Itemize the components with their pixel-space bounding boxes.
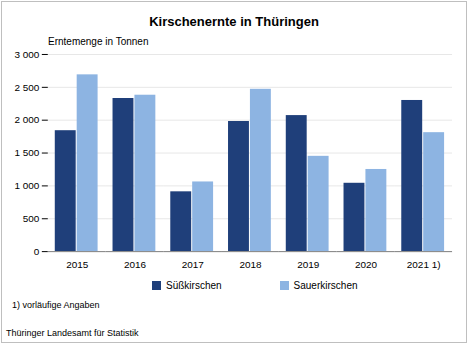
html-text:1) vorläufige Angaben: 1) vorläufige Angaben [12,300,100,310]
html-text:Kirschenernte in Thüringen: Kirschenernte in Thüringen [149,14,319,29]
svg-text:1 000: 1 000 [14,180,39,191]
svg-text:2020: 2020 [355,259,378,270]
svg-text:2021 1): 2021 1) [407,259,441,270]
svg-text:2018: 2018 [239,259,262,270]
svg-text:3 000: 3 000 [14,49,39,60]
svg-text:2 500: 2 500 [14,82,39,93]
svg-text:0: 0 [34,246,40,257]
svg-text:2017: 2017 [182,259,205,270]
svg-text:2015: 2015 [66,259,89,270]
html-text:Erntemenge in Tonnen: Erntemenge in Tonnen [48,36,149,47]
html-text:Sauerkirschen: Sauerkirschen [293,279,358,291]
svg-text:2019: 2019 [297,259,320,270]
svg-text:2 000: 2 000 [14,114,39,125]
svg-text:500: 500 [23,213,40,224]
html-text:Süßkirschen: Süßkirschen [166,279,222,291]
svg-text:1 500: 1 500 [14,147,39,158]
html-text:Thüringer Landesamt für Statis: Thüringer Landesamt für Statistik [6,328,139,338]
svg-text:2016: 2016 [124,259,147,270]
